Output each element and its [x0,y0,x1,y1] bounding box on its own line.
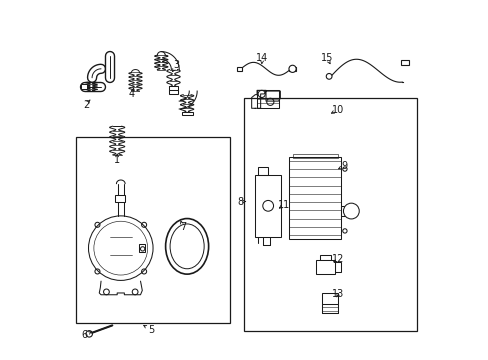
Circle shape [343,203,359,219]
Text: 15: 15 [320,53,332,63]
Text: 2: 2 [82,100,89,110]
Bar [292,154,337,158]
Bar [316,260,334,274]
Bar [400,60,408,65]
Bar [169,90,178,94]
Bar [334,262,341,272]
Text: 11: 11 [277,200,289,210]
Bar [319,255,330,260]
Bar [182,112,192,116]
Bar [289,157,341,239]
Bar [169,86,178,91]
Text: 8: 8 [237,197,243,207]
Text: 6: 6 [81,330,88,340]
Bar [288,67,296,71]
Circle shape [325,73,331,79]
Bar [341,206,347,216]
Text: 3: 3 [173,60,179,70]
Bar [255,175,281,237]
Bar [244,98,416,330]
Text: 13: 13 [332,289,344,299]
Bar [76,137,230,323]
Bar [115,195,125,202]
Bar [257,90,279,108]
Text: 1: 1 [114,155,120,165]
Text: 14: 14 [256,53,268,63]
Text: 10: 10 [331,105,343,115]
Bar [321,293,337,304]
Circle shape [288,65,296,72]
Bar [258,167,267,175]
Bar [139,244,145,252]
Text: 9: 9 [341,161,347,171]
Bar [237,67,241,71]
Bar [81,84,86,89]
Text: 4: 4 [128,89,134,99]
Text: 5: 5 [148,325,154,335]
Text: 12: 12 [331,254,344,264]
Text: 7: 7 [179,222,185,232]
